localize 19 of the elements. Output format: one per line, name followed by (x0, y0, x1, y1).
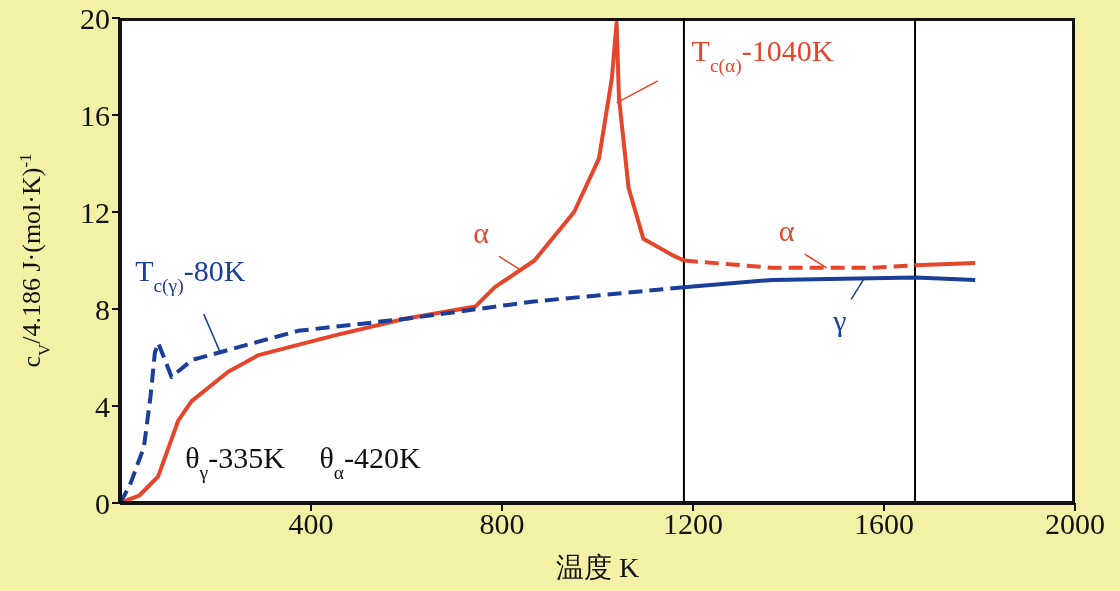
y-tick-label: 12 (80, 195, 110, 229)
annotation: T$_{c(α)}$-1040K (691, 33, 834, 77)
x-axis-title: 温度 K (555, 552, 640, 583)
annotation: θ$_{α}$-420K (319, 441, 421, 483)
y-tick-label: 0 (95, 486, 110, 520)
x-tick-label: 800 (479, 507, 525, 541)
y-tick-label: 20 (80, 1, 110, 35)
annotation: α (473, 216, 490, 250)
y-tick-label: 8 (95, 292, 110, 326)
x-tick-label: 400 (288, 507, 334, 541)
y-tick-label: 4 (95, 389, 110, 423)
annotation: T$_{c(γ)}$-80K (135, 253, 246, 297)
y-tick-label: 16 (80, 98, 110, 132)
x-tick-label: 2000 (1045, 507, 1105, 541)
x-tick-label: 1600 (854, 507, 914, 541)
annotation: γ (832, 304, 847, 338)
annotation: θ$_{γ}$-335K (185, 441, 286, 483)
annotation: α (778, 213, 795, 247)
x-tick-label: 1200 (663, 507, 723, 541)
